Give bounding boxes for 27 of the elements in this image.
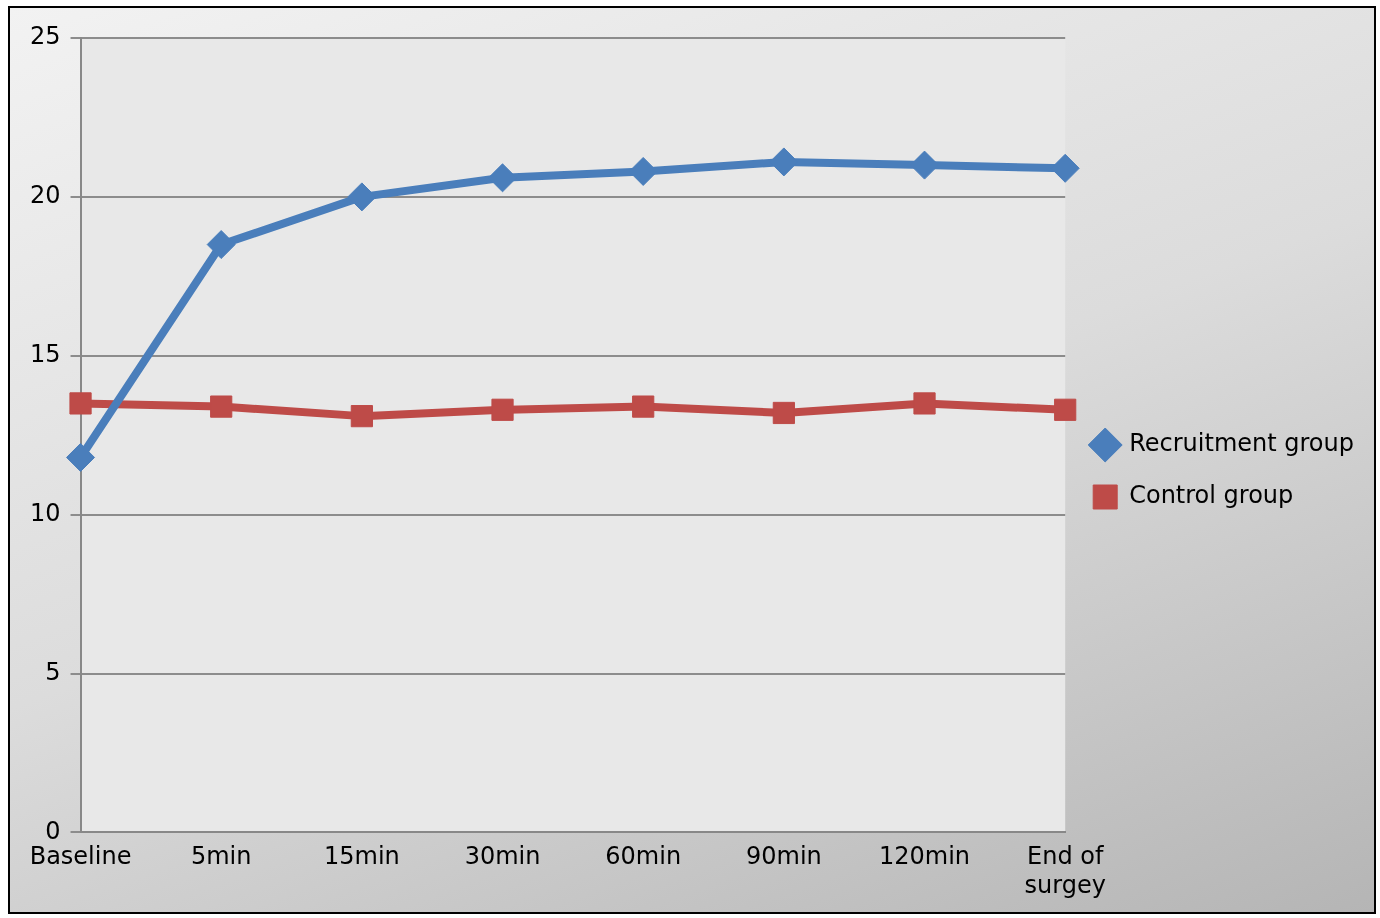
legend-label: Control group (1129, 481, 1294, 510)
point (347, 182, 377, 212)
x-tick-label: 90min (745, 842, 822, 871)
x-tick-label: 120min (878, 842, 971, 871)
x-tick-label: 30min (464, 842, 541, 871)
y-tick-label: 5 (45, 657, 61, 686)
point (69, 392, 92, 415)
point (913, 392, 936, 415)
y-tick-label: 25 (29, 22, 61, 51)
x-tick-label: Baseline (29, 842, 132, 871)
point (1054, 398, 1077, 421)
point (632, 395, 655, 418)
x-tick-label: 5min (190, 842, 252, 871)
y-tick-label: 10 (29, 498, 61, 527)
point (66, 442, 96, 472)
point (491, 398, 514, 421)
point (206, 230, 236, 260)
y-tick-label: 0 (45, 816, 61, 845)
x-tick-label: 15min (323, 842, 400, 871)
point (350, 405, 373, 428)
point (772, 401, 795, 425)
x-tick-label: 60min (605, 842, 682, 871)
y-tick-label: 15 (29, 339, 61, 368)
y-tick-label: 20 (29, 181, 61, 210)
x-tick-label: End of surgey (1024, 842, 1106, 899)
point (210, 395, 233, 418)
legend-label: Recruitment group (1129, 429, 1354, 458)
